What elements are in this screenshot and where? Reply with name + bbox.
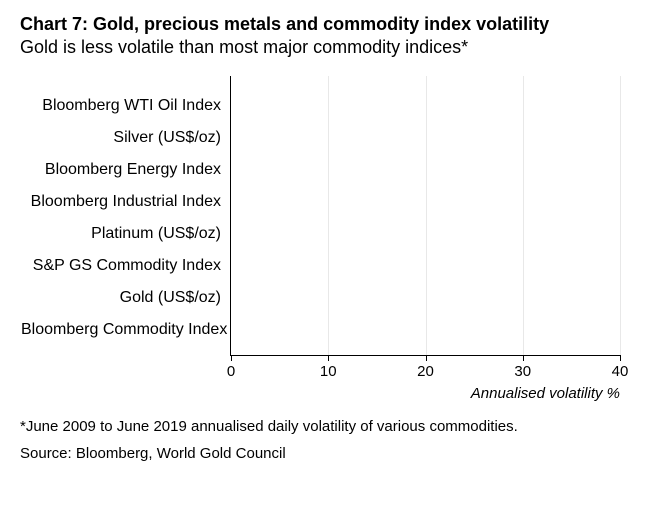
grid-line (620, 76, 621, 355)
category-label: Gold (US$/oz) (21, 289, 231, 307)
category-label: Bloomberg WTI Oil Index (21, 97, 231, 115)
x-tick (426, 355, 427, 361)
x-tick-label: 40 (612, 363, 629, 380)
x-tick (328, 355, 329, 361)
x-axis-title: Annualised volatility % (471, 385, 620, 402)
grid-line (328, 76, 329, 355)
category-label: Silver (US$/oz) (21, 129, 231, 147)
category-label: Platinum (US$/oz) (21, 225, 231, 243)
x-tick-label: 0 (227, 363, 235, 380)
x-tick-label: 30 (514, 363, 531, 380)
x-tick (620, 355, 621, 361)
category-label: S&P GS Commodity Index (21, 257, 231, 275)
category-label: Bloomberg Industrial Index (21, 193, 231, 211)
x-tick (523, 355, 524, 361)
x-tick (231, 355, 232, 361)
chart-title: Chart 7: Gold, precious metals and commo… (20, 14, 628, 35)
source-line: Source: Bloomberg, World Gold Council (20, 445, 628, 462)
chart-container: Annualised volatility % 010203040Bloombe… (20, 76, 628, 356)
category-label: Bloomberg Energy Index (21, 161, 231, 179)
grid-line (523, 76, 524, 355)
chart-subtitle: Gold is less volatile than most major co… (20, 37, 628, 58)
x-tick-label: 10 (320, 363, 337, 380)
category-label: Bloomberg Commodity Index (21, 321, 231, 339)
x-tick-label: 20 (417, 363, 434, 380)
footnote: *June 2009 to June 2019 annualised daily… (20, 418, 628, 435)
plot-area: Annualised volatility % 010203040Bloombe… (230, 76, 620, 356)
grid-line (426, 76, 427, 355)
